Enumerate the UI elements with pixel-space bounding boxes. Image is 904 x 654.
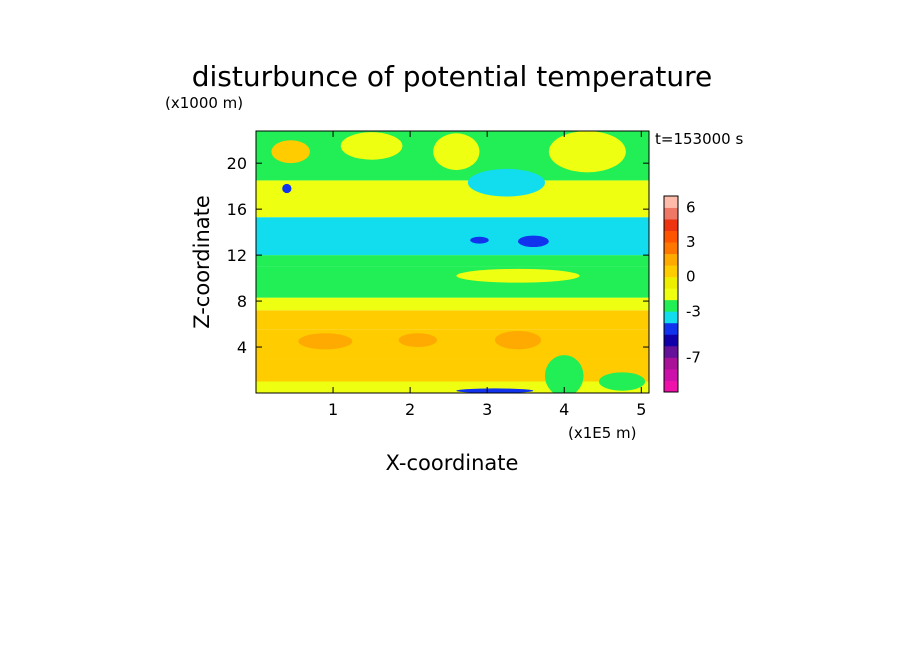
colorbar-swatch-16 — [664, 196, 678, 208]
colorbar-swatch-2 — [664, 357, 678, 370]
x-tick-label: 5 — [636, 400, 646, 419]
chart-title: disturbunce of potential temperature — [192, 60, 713, 93]
y-tick-label: 8 — [237, 292, 247, 311]
x-unit-label: (x1E5 m) — [568, 424, 637, 442]
colorbar-tick-label: 0 — [686, 268, 696, 286]
colorbar-swatch-4 — [664, 334, 678, 347]
colorbar-swatch-9 — [664, 276, 678, 289]
contour-patch-0 — [298, 333, 353, 350]
x-tick-label: 4 — [559, 400, 569, 419]
contour-patch-3 — [271, 140, 310, 164]
colorbar-swatch-6 — [664, 311, 678, 324]
colorbar-tick-label: -7 — [686, 348, 701, 366]
colorbar-tick-label: -3 — [686, 302, 701, 320]
x-tick-label: 2 — [405, 400, 415, 419]
plot-area — [255, 130, 650, 394]
contour-patch-4 — [282, 183, 292, 194]
colorbar-tick-label: 3 — [686, 233, 696, 251]
colorbar-swatch-5 — [664, 322, 678, 335]
contour-band-1 — [256, 358, 649, 382]
contour-patch-5 — [518, 235, 549, 248]
contour-band-4 — [256, 297, 649, 311]
contour-patch-7 — [467, 168, 545, 197]
contour-band-3 — [256, 310, 649, 330]
contour-patch-11 — [456, 268, 580, 283]
colorbar-swatch-8 — [664, 288, 678, 301]
contour-patch-10 — [548, 131, 626, 173]
contour-patch-14 — [456, 388, 534, 393]
colorbar-swatch-12 — [664, 242, 678, 255]
colorbar-swatch-0 — [664, 380, 678, 393]
colorbar-swatch-3 — [664, 345, 678, 358]
colorbar-swatch-14 — [664, 219, 678, 231]
y-unit-label: (x1000 m) — [165, 94, 243, 112]
contour-band-7 — [256, 217, 649, 256]
contour-patch-9 — [433, 133, 480, 171]
time-label: t=153000 s — [655, 130, 743, 148]
contour-patch-1 — [398, 333, 438, 348]
contour-patch-13 — [598, 372, 646, 391]
colorbar: -7 -3 0 3 6 — [663, 195, 701, 393]
x-tick-label: 1 — [328, 400, 338, 419]
contour-band-8 — [256, 180, 649, 218]
contour-patch-6 — [470, 236, 489, 244]
x-tick-label: 3 — [482, 400, 492, 419]
plot-frame — [255, 130, 650, 394]
y-axis-label: Z-coordinate — [190, 195, 214, 329]
colorbar-swatch-1 — [664, 368, 678, 381]
contour-band-6 — [256, 255, 649, 267]
colorbar-swatch-13 — [664, 230, 678, 243]
y-tick-label: 16 — [227, 200, 247, 219]
colorbar-swatch-7 — [664, 299, 678, 312]
colorbar-swatch-15 — [664, 207, 678, 220]
contour-band-0 — [256, 381, 649, 393]
contour-patch-2 — [494, 330, 542, 350]
contour-patch-12 — [544, 355, 584, 393]
colorbar-tick-label: 6 — [686, 199, 696, 217]
x-axis: 1 2 3 4 5 — [328, 131, 646, 419]
contour-band-5 — [256, 266, 649, 298]
colorbar-swatch-10 — [664, 265, 678, 278]
y-axis: 4 8 12 16 20 — [227, 154, 649, 357]
y-tick-label: 4 — [237, 338, 247, 357]
y-tick-label: 20 — [227, 154, 247, 173]
x-axis-label: X-coordinate — [386, 451, 519, 475]
colorbar-frame — [663, 195, 679, 393]
contour-patch-8 — [340, 132, 403, 160]
colorbar-swatch-11 — [664, 253, 678, 266]
y-tick-label: 12 — [227, 246, 247, 265]
